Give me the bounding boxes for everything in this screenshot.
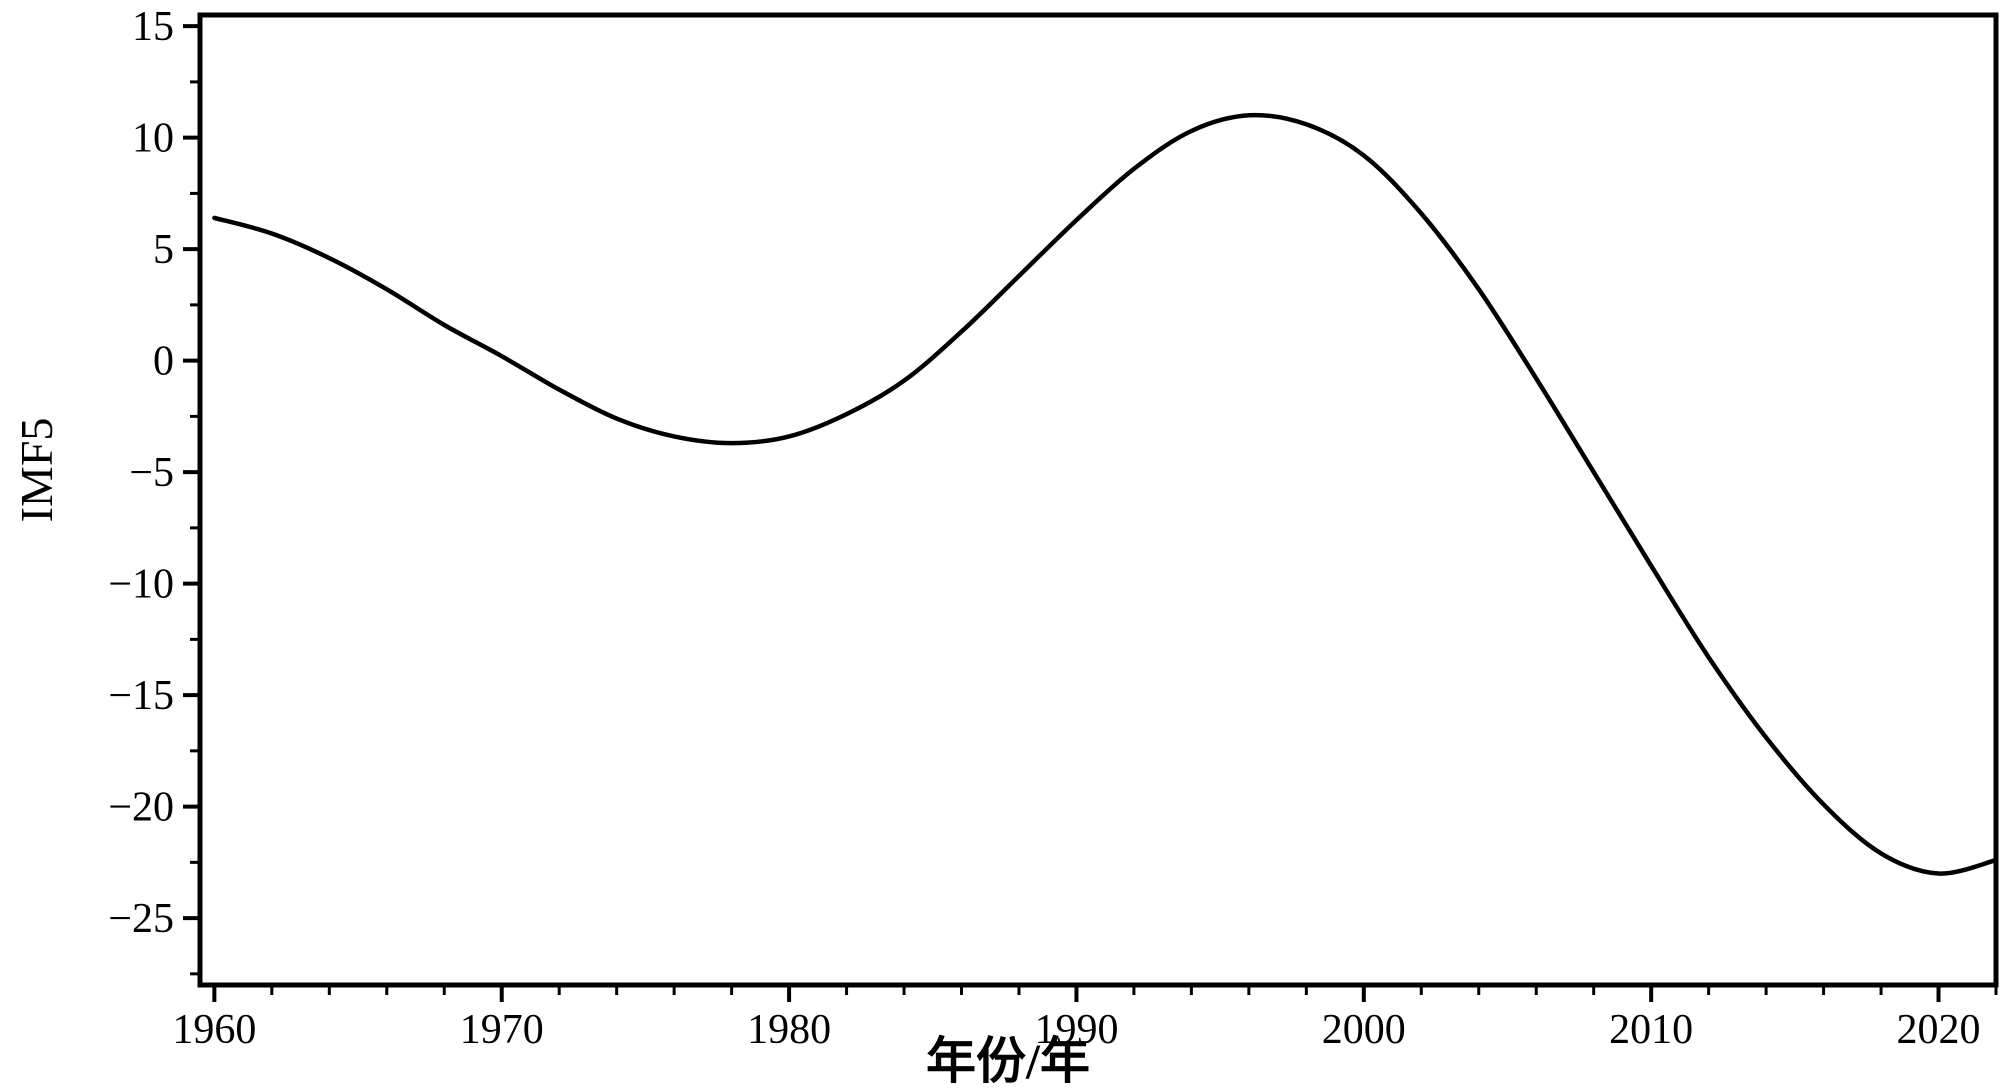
x-tick-label: 1990 [1034,1007,1118,1053]
x-tick-label: 1980 [747,1007,831,1053]
axis-ticks [183,24,1998,1002]
y-axis-label: IMF5 [11,418,62,523]
x-tick-label: 1960 [172,1007,256,1053]
y-tick-label: −10 [108,562,174,608]
axis-tick-labels: 1960 1970 1980 1990 2000 2010 2020 15 10 5 0 −5 −10 −… [108,4,1980,1053]
y-tick-label: 15 [132,4,174,50]
x-axis-label: 年份/年 [926,1033,1090,1089]
x-tick-label: 2010 [1609,1007,1693,1053]
y-tick-label: −5 [129,450,174,496]
x-tick-label: 1970 [460,1007,544,1053]
plot-frame [197,12,1999,988]
x-tick-label: 2020 [1897,1007,1981,1053]
y-tick-label: 10 [132,116,174,162]
imf5-curve [212,112,1999,876]
y-tick-label: 5 [153,227,174,273]
x-tick-label: 2000 [1322,1007,1406,1053]
y-tick-label: −15 [108,673,174,719]
y-tick-label: 0 [153,339,174,385]
y-tick-label: −20 [108,785,174,831]
y-tick-label: −25 [108,896,174,942]
